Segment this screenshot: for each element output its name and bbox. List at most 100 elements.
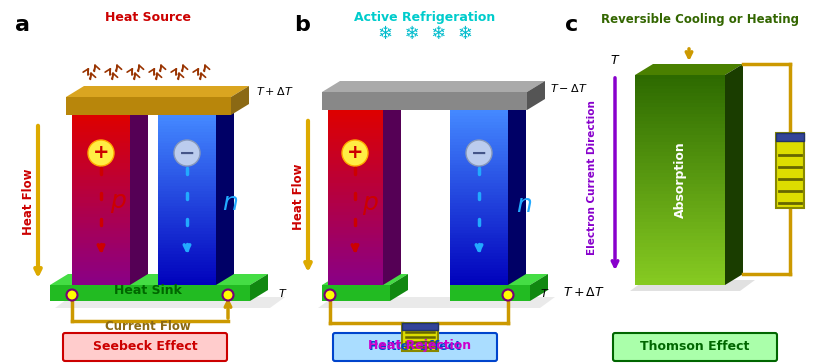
Polygon shape	[158, 208, 216, 211]
Polygon shape	[527, 81, 545, 110]
Polygon shape	[450, 241, 508, 244]
Polygon shape	[450, 136, 508, 139]
Polygon shape	[158, 126, 216, 129]
Polygon shape	[328, 145, 383, 148]
Polygon shape	[72, 146, 130, 149]
Polygon shape	[450, 200, 508, 203]
Polygon shape	[635, 82, 725, 86]
Polygon shape	[72, 192, 130, 194]
Polygon shape	[72, 129, 130, 132]
Polygon shape	[328, 151, 383, 154]
Polygon shape	[635, 278, 725, 281]
Polygon shape	[635, 219, 725, 222]
Polygon shape	[72, 143, 130, 146]
Polygon shape	[158, 234, 216, 237]
Polygon shape	[158, 160, 216, 163]
Polygon shape	[450, 125, 508, 127]
Polygon shape	[635, 268, 725, 271]
Polygon shape	[158, 118, 216, 121]
Polygon shape	[66, 97, 231, 115]
Polygon shape	[158, 257, 216, 260]
Text: −: −	[471, 143, 487, 163]
Circle shape	[502, 290, 514, 301]
Text: Reversible Cooling or Heating: Reversible Cooling or Heating	[601, 13, 799, 26]
Polygon shape	[635, 145, 725, 148]
Text: Thomson Effect: Thomson Effect	[640, 340, 750, 354]
Polygon shape	[635, 124, 725, 127]
Polygon shape	[72, 280, 130, 282]
Polygon shape	[328, 168, 383, 171]
Polygon shape	[158, 214, 216, 217]
Polygon shape	[328, 130, 383, 133]
Text: c: c	[565, 15, 579, 35]
Polygon shape	[635, 180, 725, 184]
Polygon shape	[72, 234, 130, 237]
Polygon shape	[328, 142, 383, 145]
Polygon shape	[72, 223, 130, 225]
Polygon shape	[158, 260, 216, 262]
Text: Heat Sink: Heat Sink	[114, 285, 182, 298]
Polygon shape	[450, 177, 508, 180]
Polygon shape	[450, 229, 508, 232]
Polygon shape	[450, 174, 508, 177]
Polygon shape	[635, 212, 725, 215]
Polygon shape	[158, 242, 216, 245]
Polygon shape	[55, 297, 285, 308]
Polygon shape	[635, 271, 725, 274]
Polygon shape	[158, 277, 216, 280]
Polygon shape	[72, 248, 130, 251]
Polygon shape	[318, 297, 555, 308]
FancyBboxPatch shape	[402, 323, 438, 351]
Polygon shape	[328, 273, 383, 276]
Polygon shape	[158, 282, 216, 285]
Polygon shape	[130, 104, 148, 285]
Polygon shape	[72, 217, 130, 220]
Polygon shape	[72, 172, 130, 175]
Polygon shape	[328, 163, 383, 166]
Polygon shape	[158, 262, 216, 265]
Polygon shape	[450, 236, 508, 238]
Polygon shape	[72, 240, 130, 242]
Polygon shape	[450, 189, 508, 192]
Polygon shape	[72, 237, 130, 240]
Polygon shape	[328, 160, 383, 163]
Polygon shape	[72, 163, 130, 166]
Polygon shape	[328, 244, 383, 247]
Polygon shape	[635, 194, 725, 197]
Polygon shape	[450, 160, 508, 163]
Polygon shape	[72, 271, 130, 274]
Polygon shape	[450, 206, 508, 209]
Text: $T + \Delta T$: $T + \Delta T$	[563, 286, 605, 299]
Polygon shape	[72, 152, 130, 155]
Polygon shape	[72, 197, 130, 200]
Polygon shape	[328, 279, 383, 282]
Polygon shape	[328, 186, 383, 189]
Polygon shape	[328, 180, 383, 183]
Polygon shape	[72, 257, 130, 260]
Polygon shape	[72, 166, 130, 169]
Polygon shape	[158, 240, 216, 242]
Polygon shape	[635, 163, 725, 166]
Polygon shape	[158, 140, 216, 143]
Polygon shape	[72, 178, 130, 180]
Text: Heat Source: Heat Source	[105, 11, 191, 24]
Polygon shape	[328, 154, 383, 157]
Polygon shape	[450, 259, 508, 262]
Polygon shape	[450, 209, 508, 212]
Polygon shape	[72, 251, 130, 254]
Circle shape	[325, 290, 335, 301]
Polygon shape	[328, 177, 383, 180]
Polygon shape	[158, 248, 216, 251]
Polygon shape	[530, 274, 548, 301]
Text: Heat Flow: Heat Flow	[292, 163, 305, 230]
Polygon shape	[635, 264, 725, 268]
Polygon shape	[450, 127, 508, 130]
Polygon shape	[328, 238, 383, 241]
Polygon shape	[50, 274, 268, 285]
Polygon shape	[72, 118, 130, 121]
Polygon shape	[725, 64, 743, 285]
Polygon shape	[383, 99, 401, 285]
Polygon shape	[328, 236, 383, 238]
Polygon shape	[635, 225, 725, 229]
FancyBboxPatch shape	[776, 133, 804, 141]
